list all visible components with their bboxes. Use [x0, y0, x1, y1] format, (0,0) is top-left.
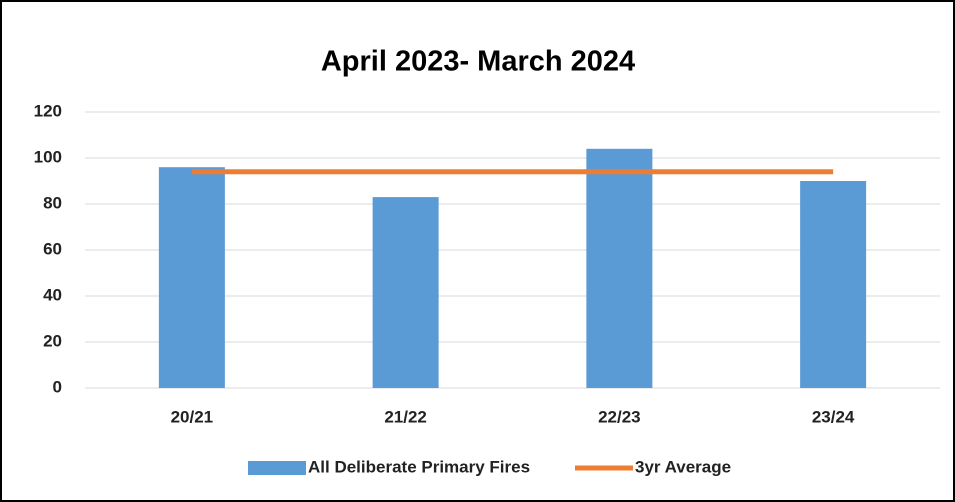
y-tick-label: 60 — [43, 239, 62, 258]
y-tick-label: 120 — [34, 101, 62, 120]
bar — [586, 148, 653, 388]
legend-swatch — [248, 461, 306, 475]
legend-label: All Deliberate Primary Fires — [308, 457, 530, 476]
bar — [158, 167, 225, 388]
bar — [372, 197, 439, 388]
bar — [800, 181, 867, 388]
chart-title: April 2023- March 2024 — [321, 46, 635, 78]
y-tick-label: 100 — [34, 147, 62, 166]
x-tick-label: 23/24 — [812, 407, 855, 426]
y-tick-label: 40 — [43, 285, 62, 304]
y-tick-label: 0 — [53, 377, 62, 396]
x-tick-label: 22/23 — [598, 407, 641, 426]
x-tick-label: 21/22 — [384, 407, 427, 426]
x-tick-label: 20/21 — [171, 407, 214, 426]
y-tick-label: 20 — [43, 331, 62, 350]
y-tick-label: 80 — [43, 193, 62, 212]
legend-label: 3yr Average — [635, 457, 731, 476]
